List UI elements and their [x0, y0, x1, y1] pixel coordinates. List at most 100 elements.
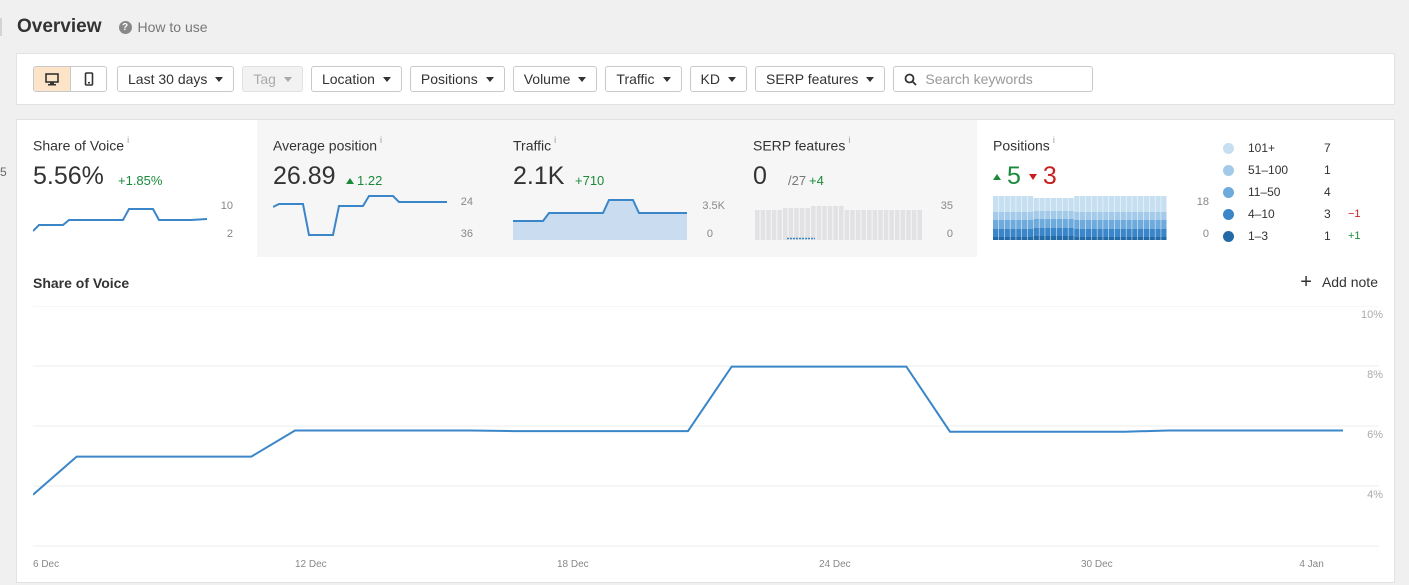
kd-dropdown[interactable]: KD — [689, 66, 747, 92]
positions-bar-segment — [993, 220, 999, 229]
positions-bar-segment — [1056, 211, 1063, 219]
positions-bar-segment — [1091, 220, 1097, 229]
positions-bar-segment — [1068, 211, 1074, 219]
serp-features-axis-top: 35 — [940, 200, 953, 212]
serp-features-card[interactable]: SERP features i 0 /27 +4 35 0 — [737, 120, 977, 257]
positions-bar-segment — [1085, 237, 1092, 240]
positions-stacked-chart — [993, 196, 1167, 240]
serp-bar — [833, 206, 838, 240]
positions-bar-segment — [1138, 196, 1144, 212]
mobile-icon — [84, 72, 93, 86]
positions-bar-segment — [1155, 220, 1161, 229]
overview-panel: Share of Voice i 5.56% +1.85% 10 2 Averag… — [16, 119, 1395, 583]
positions-bar-segment — [1004, 212, 1010, 220]
positions-bar-segment — [1114, 196, 1121, 212]
kd-label: KD — [700, 71, 720, 87]
positions-change: 5 3 — [993, 162, 1057, 191]
positions-bar-segment — [998, 229, 1005, 237]
positions-bar-segment — [1120, 196, 1126, 212]
positions-bar-segment — [993, 229, 999, 237]
help-icon: ? — [118, 20, 132, 34]
positions-bar-segment — [1062, 198, 1068, 211]
legend-row-51-100[interactable]: 51–100 1 — [1223, 159, 1361, 181]
add-note-button[interactable]: + Add note — [1300, 272, 1378, 292]
volume-dropdown[interactable]: Volume — [512, 66, 598, 92]
location-dropdown[interactable]: Location — [310, 66, 402, 92]
serp-bar — [805, 208, 810, 240]
traffic-dropdown[interactable]: Traffic — [605, 66, 682, 92]
positions-bar-segment — [1033, 211, 1039, 219]
positions-bar-segment — [1056, 228, 1063, 236]
traffic-card[interactable]: Traffic i 2.1K +710 3.5K 0 — [497, 120, 737, 257]
positions-bar-segment — [1027, 229, 1034, 237]
positions-bar-segment — [1033, 236, 1039, 240]
serp-bar — [816, 206, 822, 240]
positions-bar-segment — [1103, 196, 1109, 212]
positions-bar-segment — [998, 220, 1005, 229]
serp-bar — [911, 210, 917, 240]
positions-bar-segment — [1103, 237, 1109, 240]
search-input[interactable] — [925, 71, 1086, 87]
positions-card[interactable]: Positions i 5 3 18 0 — [977, 120, 1396, 257]
serp-bar — [867, 210, 872, 240]
series-line[interactable] — [33, 365, 1343, 496]
positions-bar-segment — [1143, 212, 1150, 220]
positions-bar-segment — [1114, 237, 1121, 240]
positions-bar-segment — [1085, 220, 1092, 229]
serp-bar — [794, 208, 799, 240]
share-of-voice-axis-top: 10 — [220, 200, 233, 212]
share-of-voice-value: 5.56% — [33, 162, 104, 190]
positions-bar-segment — [1161, 220, 1167, 229]
positions-bar-segment — [1097, 237, 1103, 240]
positions-bar-segment — [993, 196, 999, 212]
positions-bar-segment — [1068, 236, 1074, 240]
positions-bar-segment — [1120, 229, 1126, 237]
serp-features-value: 0 — [753, 162, 767, 190]
serp-bar — [811, 206, 816, 240]
positions-bar-segment — [1039, 219, 1045, 228]
serp-bar — [777, 210, 782, 240]
y-tick-label: 8% — [1367, 369, 1383, 381]
chevron-down-icon — [866, 76, 875, 82]
serp-features-dropdown[interactable]: SERP features — [755, 66, 886, 92]
legend-row-4-10[interactable]: 4–10 3 −1 — [1223, 203, 1361, 225]
x-tick-label: 24 Dec — [819, 559, 851, 570]
positions-bar-segment — [1161, 212, 1167, 220]
positions-bar-segment — [1126, 220, 1132, 229]
positions-bar-segment — [1062, 228, 1068, 236]
positions-bar-segment — [1045, 211, 1051, 219]
positions-bar-segment — [1010, 196, 1016, 212]
positions-bar-segment — [1143, 220, 1150, 229]
traffic-sparkline — [513, 199, 687, 240]
positions-bar-segment — [1161, 237, 1167, 240]
positions-bar-segment — [1074, 237, 1080, 240]
desktop-button[interactable] — [34, 67, 70, 91]
positions-bar-segment — [1103, 229, 1109, 237]
legend-row-1-3[interactable]: 1–3 1 +1 — [1223, 225, 1361, 247]
positions-bar-segment — [1016, 237, 1022, 240]
positions-bar-segment — [1074, 229, 1080, 237]
serp-bar — [883, 210, 889, 240]
legend-row-11-50[interactable]: 11–50 4 — [1223, 181, 1361, 203]
average-position-card[interactable]: Average position i 26.89 1.22 24 36 — [257, 120, 497, 257]
legend-row-101-plus[interactable]: 101+ 7 — [1223, 137, 1361, 159]
how-to-use-link[interactable]: ? How to use — [118, 19, 208, 35]
positions-bar-segment — [1027, 237, 1034, 240]
serp-bar — [872, 210, 878, 240]
mobile-button[interactable] — [70, 67, 106, 91]
positions-bar-segment — [1155, 237, 1161, 240]
date-range-dropdown[interactable]: Last 30 days — [117, 66, 235, 92]
page-header: Overview ? How to use — [17, 16, 208, 38]
legend-name: 11–50 — [1248, 185, 1281, 199]
positions-bar-segment — [1056, 198, 1063, 211]
positions-bar-segment — [1062, 236, 1068, 240]
traffic-label: Traffic i — [513, 135, 557, 154]
positions-dropdown[interactable]: Positions — [409, 66, 505, 92]
positions-bar-segment — [1091, 212, 1097, 220]
share-of-voice-card[interactable]: Share of Voice i 5.56% +1.85% 10 2 — [17, 120, 257, 257]
x-tick-label: 6 Dec — [33, 559, 60, 570]
average-position-label: Average position i — [273, 135, 383, 154]
positions-bar-segment — [1074, 220, 1080, 229]
device-toggle — [33, 66, 107, 92]
positions-bar-segment — [1109, 237, 1115, 240]
